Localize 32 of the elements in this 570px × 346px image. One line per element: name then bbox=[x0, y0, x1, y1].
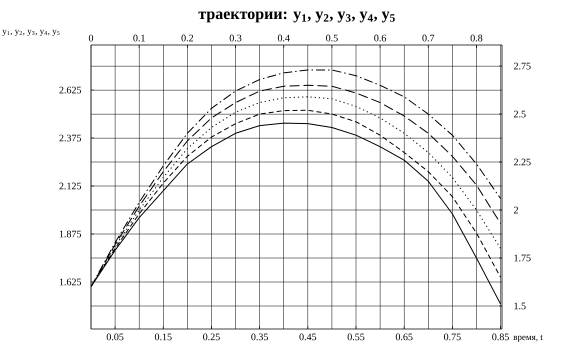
y2-tick-label: 1.75 bbox=[514, 254, 531, 262]
x-axis-title: время, t bbox=[513, 334, 543, 342]
x-tick-label: 0.65 bbox=[396, 334, 413, 340]
y2-tick-label: 1.5 bbox=[514, 302, 526, 310]
x2-tick-label: 0.4 bbox=[278, 34, 290, 42]
x2-tick-label: 0.2 bbox=[181, 34, 194, 42]
x2-tick-label: 0.6 bbox=[374, 34, 386, 42]
text: y$_{1}$, y$_{2}$, y$_{3}$, y$_{4}$, y$_{5}$ bbox=[2, 30, 60, 36]
x2-tick-label: 0.5 bbox=[326, 34, 338, 42]
y-tick-label: 2.375 bbox=[59, 134, 82, 142]
x-tick-label: 0.45 bbox=[299, 334, 316, 340]
x2-tick-label: 0.8 bbox=[470, 34, 482, 42]
y-tick-label: 1.625 bbox=[60, 278, 82, 286]
chart-title: траектории: y$_{1}$, y$_{2}$, y$_{3}$, y$_{4}$, y$_{5}$ bbox=[198, 11, 395, 22]
y2-tick-label: 2.75 bbox=[514, 62, 531, 70]
y-tick-label: 1.875 bbox=[60, 230, 82, 238]
y2-tick-label: 2.5 bbox=[514, 110, 526, 118]
x2-tick-label: 0.3 bbox=[230, 34, 242, 42]
y-tick-label: 2.625 bbox=[59, 86, 82, 94]
y-tick-label: 2.125 bbox=[59, 182, 82, 190]
x2-tick-label: 0 bbox=[88, 34, 94, 42]
x-tick-label: 0.55 bbox=[348, 334, 364, 340]
x-tick-label: 0.15 bbox=[154, 334, 172, 340]
x2-tick-label: 0.1 bbox=[133, 34, 145, 42]
y2-tick-label: 2 bbox=[514, 206, 518, 214]
x2-tick-label: 0.7 bbox=[422, 34, 434, 42]
x-tick-label: 0.35 bbox=[251, 334, 268, 340]
x-tick-label: 0.85 bbox=[492, 334, 509, 340]
x-tick-label: 0.05 bbox=[106, 334, 124, 340]
y2-tick-label: 2.25 bbox=[514, 158, 531, 166]
x-tick-label: 0.25 bbox=[203, 334, 220, 340]
x-tick-label: 0.75 bbox=[444, 334, 461, 340]
